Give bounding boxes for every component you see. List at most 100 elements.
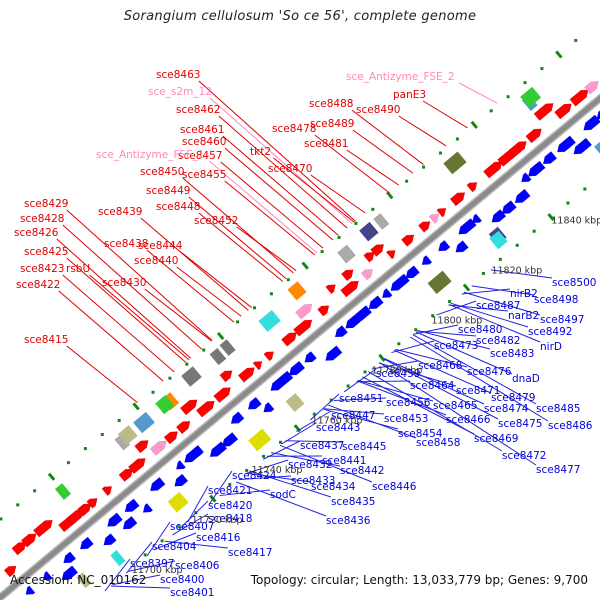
forward-gene-label[interactable]: rsbU	[66, 263, 90, 275]
reverse-gene-arrow[interactable]	[140, 502, 154, 516]
forward-gene-arrow[interactable]	[569, 86, 591, 107]
reverse-gene-label[interactable]: sce8418	[208, 513, 252, 525]
reverse-gene-arrow[interactable]	[120, 515, 138, 532]
reverse-gene-label[interactable]: sce8456	[386, 397, 431, 409]
reverse-gene-label[interactable]: sce8492	[528, 326, 572, 338]
reverse-gene-arrow[interactable]	[173, 460, 186, 472]
reverse-gene-arrow[interactable]	[323, 345, 343, 364]
forward-gene-label[interactable]: sce8460	[182, 136, 226, 148]
forward-gene-arrow[interactable]	[400, 231, 417, 247]
forward-gene-label[interactable]: sce8488	[309, 98, 353, 110]
forward-gene-arrow[interactable]	[252, 358, 265, 371]
forward-gene-arrow[interactable]	[584, 78, 600, 95]
reverse-gene-label[interactable]: sce8469	[474, 433, 518, 445]
forward-gene-label[interactable]: sce8452	[194, 215, 238, 227]
forward-gene-arrow[interactable]	[195, 398, 217, 418]
reverse-gene-label[interactable]: sce8434	[311, 481, 356, 493]
reverse-gene-label[interactable]: sce8417	[228, 547, 272, 559]
reverse-gene-arrow[interactable]	[366, 295, 384, 313]
forward-gene-arrow[interactable]	[533, 100, 556, 121]
forward-gene-arrow[interactable]	[317, 302, 331, 317]
forward-gene-label[interactable]: sce8449	[146, 185, 190, 197]
reverse-gene-label[interactable]: sce8479	[491, 392, 535, 404]
forward-gene-arrow[interactable]	[525, 125, 545, 144]
reverse-gene-label[interactable]: sce8458	[416, 437, 460, 449]
forward-gene-arrow[interactable]	[295, 301, 315, 320]
forward-gene-label[interactable]: sce8455	[182, 169, 226, 181]
forward-gene-arrow[interactable]	[325, 281, 339, 295]
reverse-gene-label[interactable]: sce8406	[175, 560, 220, 572]
reverse-gene-arrow[interactable]	[554, 135, 577, 156]
reverse-gene-label[interactable]: sce8397	[130, 558, 174, 570]
reverse-gene-label[interactable]: dnaD	[512, 373, 540, 385]
reverse-gene-label[interactable]: sce8442	[340, 465, 384, 477]
reverse-gene-label[interactable]: sce8424	[232, 470, 277, 482]
reverse-gene-arrow[interactable]	[23, 585, 36, 598]
reverse-gene-label[interactable]: sce8420	[208, 500, 252, 512]
reverse-gene-arrow[interactable]	[228, 411, 245, 427]
reverse-gene-label[interactable]: sce8400	[160, 574, 204, 586]
misc-feature-box[interactable]	[337, 244, 356, 264]
forward-gene-arrow[interactable]	[449, 189, 468, 207]
forward-gene-arrow[interactable]	[340, 266, 356, 282]
forward-gene-arrow[interactable]	[554, 100, 574, 120]
forward-gene-arrow[interactable]	[219, 367, 235, 383]
reverse-gene-label[interactable]: sce8453	[384, 413, 428, 425]
misc-feature-box[interactable]	[76, 572, 92, 589]
forward-gene-label[interactable]: sce8481	[304, 138, 348, 150]
forward-gene-label[interactable]: panE3	[393, 89, 426, 101]
forward-gene-label[interactable]: sce8428	[20, 213, 64, 225]
forward-gene-arrow[interactable]	[32, 517, 55, 538]
reverse-gene-label[interactable]: sce8407	[170, 521, 214, 533]
misc-feature-box[interactable]	[594, 139, 600, 158]
reverse-gene-label[interactable]: sce8441	[322, 455, 366, 467]
forward-gene-arrow[interactable]	[417, 218, 433, 233]
reverse-gene-label[interactable]: sce8447	[331, 410, 375, 422]
reverse-gene-arrow[interactable]	[540, 151, 558, 167]
misc-feature-box[interactable]	[427, 270, 452, 294]
reverse-gene-label[interactable]: sce8401	[170, 587, 214, 599]
reverse-gene-arrow[interactable]	[59, 565, 79, 584]
forward-gene-label[interactable]: sce8478	[272, 123, 316, 135]
forward-gene-label[interactable]: sce8448	[156, 201, 200, 213]
reverse-gene-label[interactable]: sce8446	[372, 481, 417, 493]
forward-gene-label[interactable]: sce8450	[140, 166, 184, 178]
reverse-gene-label[interactable]: nirB2	[510, 288, 538, 300]
misc-feature-box[interactable]	[110, 550, 126, 567]
forward-gene-label[interactable]: sce_Antizyme_FSE_2	[346, 71, 455, 83]
misc-feature-box[interactable]	[54, 483, 72, 500]
reverse-gene-label[interactable]: sce8437	[300, 440, 344, 452]
reverse-gene-label[interactable]: sce8433	[291, 475, 335, 487]
forward-gene-label[interactable]: sce8444	[138, 240, 183, 252]
reverse-gene-arrow[interactable]	[172, 473, 189, 490]
reverse-gene-arrow[interactable]	[419, 255, 433, 268]
reverse-gene-label[interactable]: sce8476	[467, 366, 512, 378]
forward-gene-label[interactable]: sce8429	[24, 198, 68, 210]
reverse-gene-label[interactable]: sce8483	[490, 348, 534, 360]
forward-gene-arrow[interactable]	[466, 179, 480, 193]
reverse-gene-label[interactable]: sce8432	[288, 459, 332, 471]
reverse-gene-arrow[interactable]	[77, 536, 94, 553]
forward-gene-label[interactable]: sce8415	[24, 334, 68, 346]
reverse-gene-label[interactable]: sce8482	[476, 335, 520, 347]
reverse-gene-label[interactable]: sce8498	[534, 294, 578, 306]
forward-gene-arrow[interactable]	[237, 364, 257, 383]
forward-gene-label[interactable]: sce8489	[310, 118, 354, 130]
reverse-gene-label[interactable]: sce8486	[548, 420, 593, 432]
reverse-gene-label[interactable]: sce8445	[342, 441, 386, 453]
reverse-gene-label[interactable]: sce8500	[552, 277, 596, 289]
forward-gene-label[interactable]: sce8425	[24, 246, 68, 258]
reverse-gene-arrow[interactable]	[101, 533, 117, 549]
reverse-gene-arrow[interactable]	[302, 350, 317, 366]
forward-gene-label[interactable]: sce_Antizyme_FSE_1	[96, 149, 205, 161]
misc-feature-box[interactable]	[489, 230, 508, 250]
forward-gene-arrow[interactable]	[175, 418, 193, 435]
reverse-gene-label[interactable]: sce8487	[476, 300, 520, 312]
reverse-gene-label[interactable]: sce8459	[376, 368, 420, 380]
forward-gene-label[interactable]: sce8463	[156, 69, 200, 81]
forward-gene-arrow[interactable]	[118, 465, 136, 483]
forward-gene-arrow[interactable]	[3, 563, 19, 578]
reverse-gene-arrow[interactable]	[469, 213, 483, 227]
reverse-gene-label[interactable]: sce8468	[418, 360, 462, 372]
reverse-gene-label[interactable]: sce8475	[498, 418, 542, 430]
